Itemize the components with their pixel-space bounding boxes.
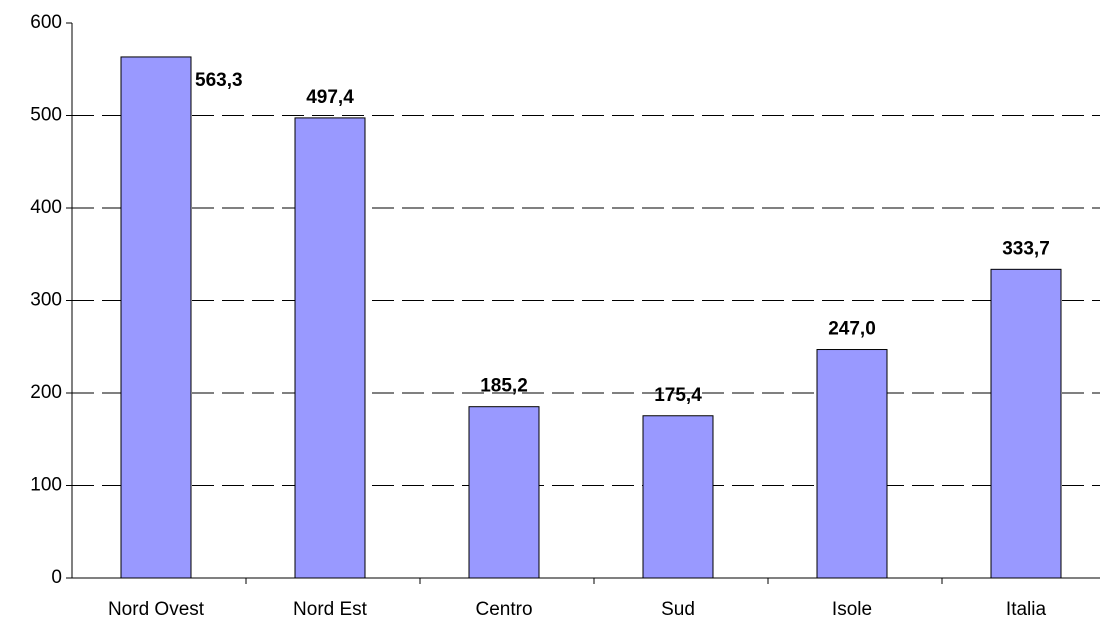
bar [294, 117, 366, 579]
bar [816, 349, 888, 579]
value-label: 175,4 [654, 385, 702, 406]
y-tick-label: 600 [30, 12, 62, 33]
y-tick-label: 200 [30, 382, 62, 403]
y-tick-label: 100 [30, 475, 62, 496]
x-tick-label: Sud [661, 599, 695, 620]
x-tick-label: Nord Ovest [108, 599, 205, 620]
value-label: 333,7 [1002, 238, 1050, 259]
value-label: 185,2 [480, 376, 528, 397]
x-tick-label: Isole [832, 599, 872, 620]
y-tick-label: 300 [30, 290, 62, 311]
bar [468, 406, 540, 579]
y-tick-label: 500 [30, 105, 62, 126]
value-label: 247,0 [828, 319, 876, 340]
x-tick-label: Italia [1006, 599, 1047, 620]
x-tick-label: Centro [475, 599, 532, 620]
y-tick-label: 400 [30, 197, 62, 218]
bar [642, 415, 714, 579]
value-label: 497,4 [306, 87, 354, 108]
x-tick-label: Nord Est [293, 599, 368, 620]
bar [990, 268, 1062, 579]
y-tick-label: 0 [51, 567, 62, 588]
value-label: 563,3 [195, 70, 243, 91]
bar [120, 56, 192, 579]
